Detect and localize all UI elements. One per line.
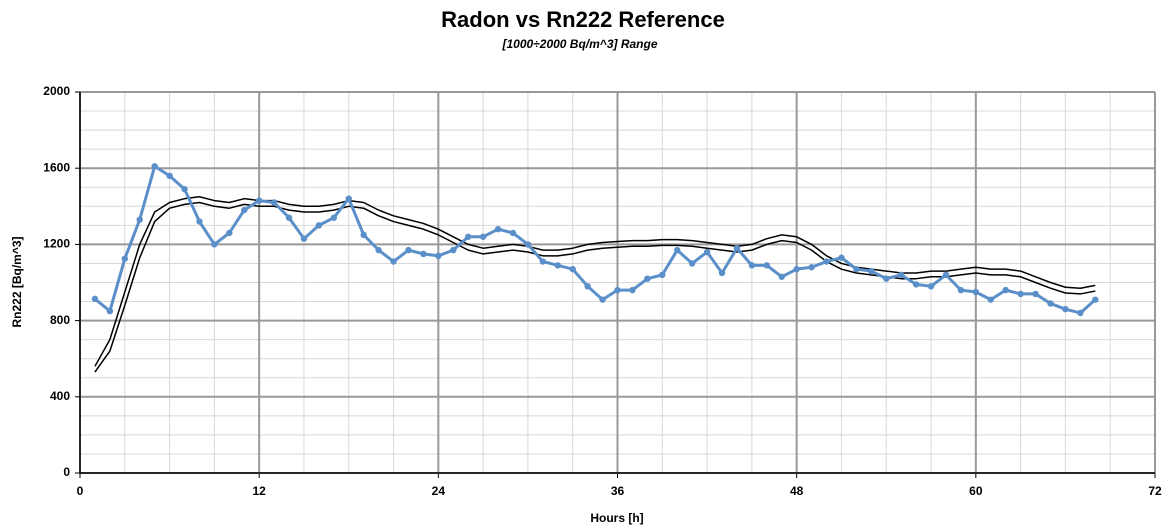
data-point xyxy=(1032,290,1039,298)
x-tick-label: 48 xyxy=(790,484,804,498)
data-point xyxy=(285,214,293,221)
data-point xyxy=(494,225,502,233)
data-point xyxy=(226,229,233,237)
data-point xyxy=(808,264,815,271)
series-line xyxy=(94,196,1096,367)
y-tick-label: 1200 xyxy=(43,237,70,251)
data-point xyxy=(1017,290,1024,298)
data-point xyxy=(599,296,606,303)
chart-title: Radon vs Rn222 Reference xyxy=(441,7,725,32)
y-axis-label: Rn222 [Bq/m^3] xyxy=(10,236,24,327)
series-line xyxy=(94,201,1096,373)
data-point xyxy=(405,246,412,254)
x-tick-label: 24 xyxy=(432,484,446,498)
data-point xyxy=(345,195,352,202)
data-point xyxy=(554,262,561,269)
x-tick-label: 60 xyxy=(969,484,983,498)
y-tick-label: 1600 xyxy=(43,160,70,174)
data-point xyxy=(211,241,218,248)
data-point xyxy=(853,265,860,273)
y-tick-label: 2000 xyxy=(43,84,70,98)
data-point xyxy=(659,271,666,279)
y-tick-label: 400 xyxy=(50,389,70,403)
data-point xyxy=(823,258,830,265)
data-point xyxy=(987,296,994,303)
data-point xyxy=(181,185,188,193)
x-axis-label: Hours [h] xyxy=(590,511,643,525)
data-point xyxy=(390,258,397,265)
x-tick-label: 72 xyxy=(1148,484,1162,498)
data-point xyxy=(868,267,875,275)
data-point xyxy=(330,214,338,221)
data-point xyxy=(121,255,128,262)
y-tick-label: 0 xyxy=(63,465,70,479)
data-point xyxy=(674,246,681,254)
x-tick-label: 0 xyxy=(77,484,84,498)
data-point xyxy=(166,172,173,180)
data-point xyxy=(688,260,696,267)
data-point xyxy=(584,283,591,290)
data-point xyxy=(241,206,248,214)
data-point xyxy=(300,235,308,242)
x-tick-label: 36 xyxy=(611,484,625,498)
data-point xyxy=(1047,300,1054,307)
data-point xyxy=(897,271,905,279)
y-tick-label: 800 xyxy=(50,313,70,327)
data-point xyxy=(972,288,980,296)
data-point xyxy=(420,250,427,258)
data-point xyxy=(524,241,532,248)
data-point xyxy=(644,275,651,282)
data-point xyxy=(270,199,278,206)
data-point xyxy=(614,286,621,294)
data-point xyxy=(539,258,547,265)
data-point xyxy=(793,265,800,273)
data-point xyxy=(509,229,517,237)
data-point xyxy=(718,269,726,277)
data-point xyxy=(196,218,203,225)
data-point xyxy=(479,233,487,240)
data-point xyxy=(629,286,636,294)
data-point xyxy=(360,231,367,239)
data-point xyxy=(450,246,457,254)
data-point xyxy=(464,233,472,240)
data-point xyxy=(136,216,143,223)
data-point xyxy=(1062,305,1069,313)
data-point xyxy=(942,271,950,279)
chart-subtitle: [1000÷2000 Bq/m^3] Range xyxy=(502,37,658,51)
series-line xyxy=(93,164,1097,315)
data-point xyxy=(435,252,442,260)
data-point xyxy=(1002,286,1009,294)
x-tick-label: 12 xyxy=(252,484,266,498)
data-point xyxy=(1077,309,1084,317)
data-point xyxy=(733,245,741,252)
data-point xyxy=(255,197,263,204)
data-point xyxy=(883,275,890,282)
data-point xyxy=(375,246,382,254)
data-point xyxy=(106,307,114,315)
data-point xyxy=(763,262,771,269)
data-point xyxy=(569,265,576,273)
data-point xyxy=(912,281,920,288)
data-point xyxy=(838,254,845,261)
data-point xyxy=(315,222,323,229)
data-point xyxy=(748,262,756,269)
data-point xyxy=(703,248,711,256)
data-point xyxy=(1092,296,1099,303)
data-point xyxy=(778,273,785,280)
data-point xyxy=(91,295,99,303)
data-point xyxy=(957,286,965,294)
data-point xyxy=(151,163,158,170)
data-point xyxy=(927,283,935,290)
